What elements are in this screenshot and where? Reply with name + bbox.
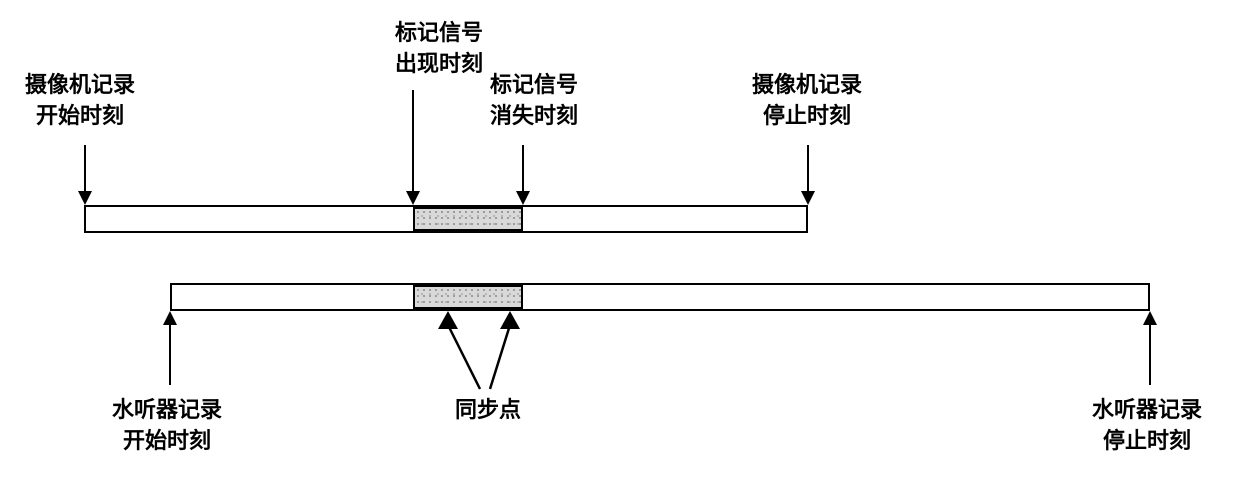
- arrow-shaft: [84, 145, 86, 191]
- label-text: 水听器记录: [112, 395, 222, 426]
- arrow-shaft: [169, 325, 171, 385]
- arrow-down-icon: [78, 191, 92, 205]
- label-text: 标记信号: [490, 70, 578, 101]
- hydrophone-timeline-bar: [170, 283, 1150, 311]
- label-mark-appear: 标记信号 出现时刻: [395, 18, 483, 80]
- label-text: 同步点: [455, 395, 521, 426]
- label-text: 水听器记录: [1092, 395, 1202, 426]
- arrow-shaft: [807, 145, 809, 191]
- label-text: 开始时刻: [112, 426, 222, 457]
- label-hydrophone-stop: 水听器记录 停止时刻: [1092, 395, 1202, 457]
- label-camera-stop: 摄像机记录 停止时刻: [752, 70, 862, 132]
- label-text: 消失时刻: [490, 101, 578, 132]
- hydrophone-mark-region: [413, 285, 523, 309]
- arrow-up-icon: [1143, 311, 1157, 325]
- label-text: 摄像机记录: [752, 70, 862, 101]
- label-text: 标记信号: [395, 18, 483, 49]
- camera-mark-region: [413, 207, 523, 231]
- arrow-down-icon: [406, 191, 420, 205]
- label-text: 开始时刻: [25, 101, 135, 132]
- label-hydrophone-start: 水听器记录 开始时刻: [112, 395, 222, 457]
- label-mark-disappear: 标记信号 消失时刻: [490, 70, 578, 132]
- arrow-shaft: [1149, 325, 1151, 385]
- arrow-down-icon: [516, 191, 530, 205]
- arrow-down-icon: [801, 191, 815, 205]
- label-text: 摄像机记录: [25, 70, 135, 101]
- timing-diagram: 摄像机记录 开始时刻 标记信号 出现时刻 标记信号 消失时刻 摄像机记录 停止时…: [0, 0, 1240, 503]
- label-text: 停止时刻: [1092, 426, 1202, 457]
- label-text: 出现时刻: [395, 49, 483, 80]
- label-camera-start: 摄像机记录 开始时刻: [25, 70, 135, 132]
- arrow-shaft: [412, 90, 414, 191]
- label-text: 停止时刻: [752, 101, 862, 132]
- arrow-shaft: [522, 145, 524, 191]
- arrow-up-icon: [163, 311, 177, 325]
- sync-arrow-right: [470, 311, 530, 391]
- label-sync-point: 同步点: [455, 395, 521, 426]
